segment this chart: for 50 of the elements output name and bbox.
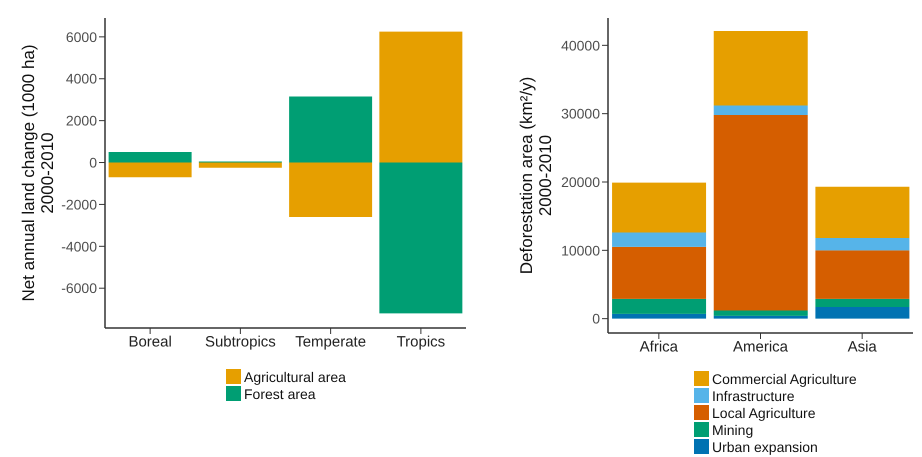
x-tick-label: Tropics (396, 334, 446, 351)
bar (612, 246, 706, 299)
y-axis-title: Deforestation area (km²/y) 2000-2010 (517, 76, 555, 274)
x-tick-label: Boreal (128, 334, 172, 351)
y-tick-label: 20000 (561, 174, 600, 190)
y-tick-label: 30000 (561, 106, 600, 122)
x-tick-label: Africa (640, 338, 679, 356)
bar (714, 310, 808, 316)
bar (714, 115, 808, 310)
bar (815, 298, 910, 308)
y-tick-label: 4000 (66, 70, 98, 87)
x-tick-label: Temperate (295, 334, 366, 351)
bar (379, 32, 462, 163)
bar (289, 162, 372, 217)
y-tick-label: 2000 (66, 112, 98, 129)
bar (612, 298, 706, 314)
legend-label: Mining (712, 422, 754, 438)
bar (714, 316, 808, 319)
bar (612, 232, 706, 247)
legend-label: Infrastructure (712, 388, 794, 404)
y-tick-label: 40000 (561, 37, 600, 54)
y-tick-label: -6000 (61, 280, 98, 296)
bar (815, 186, 910, 238)
bar (714, 105, 808, 116)
y-tick-label: 6000 (66, 28, 98, 45)
x-tick-label: America (732, 338, 789, 356)
legend-label: Urban expansion (712, 438, 818, 454)
bar (815, 250, 910, 299)
y-tick-label: 0 (592, 310, 600, 327)
y-tick-label: 0 (89, 154, 98, 170)
y-tick-label: -4000 (61, 238, 98, 254)
y-tick-label: -2000 (61, 196, 98, 212)
bar (612, 182, 706, 233)
bar (379, 162, 462, 314)
bar (815, 238, 910, 250)
bar (108, 152, 192, 163)
x-tick-label: Asia (848, 338, 878, 356)
legend-label: Local Agriculture (712, 404, 816, 420)
bar (108, 162, 192, 178)
legend-label: Agricultural area (244, 368, 346, 384)
x-tick-label: Subtropics (204, 334, 276, 351)
legend-label: Forest area (244, 386, 316, 402)
legend-label: Commercial Agriculture (712, 370, 857, 386)
bar (714, 30, 808, 106)
bar (289, 96, 372, 163)
y-tick-label: 10000 (561, 242, 600, 258)
bar (612, 314, 706, 319)
bar (198, 162, 282, 168)
y-axis-title: Net annual land change (1000 ha) 2000-2010 (19, 44, 57, 302)
bar (815, 307, 910, 319)
